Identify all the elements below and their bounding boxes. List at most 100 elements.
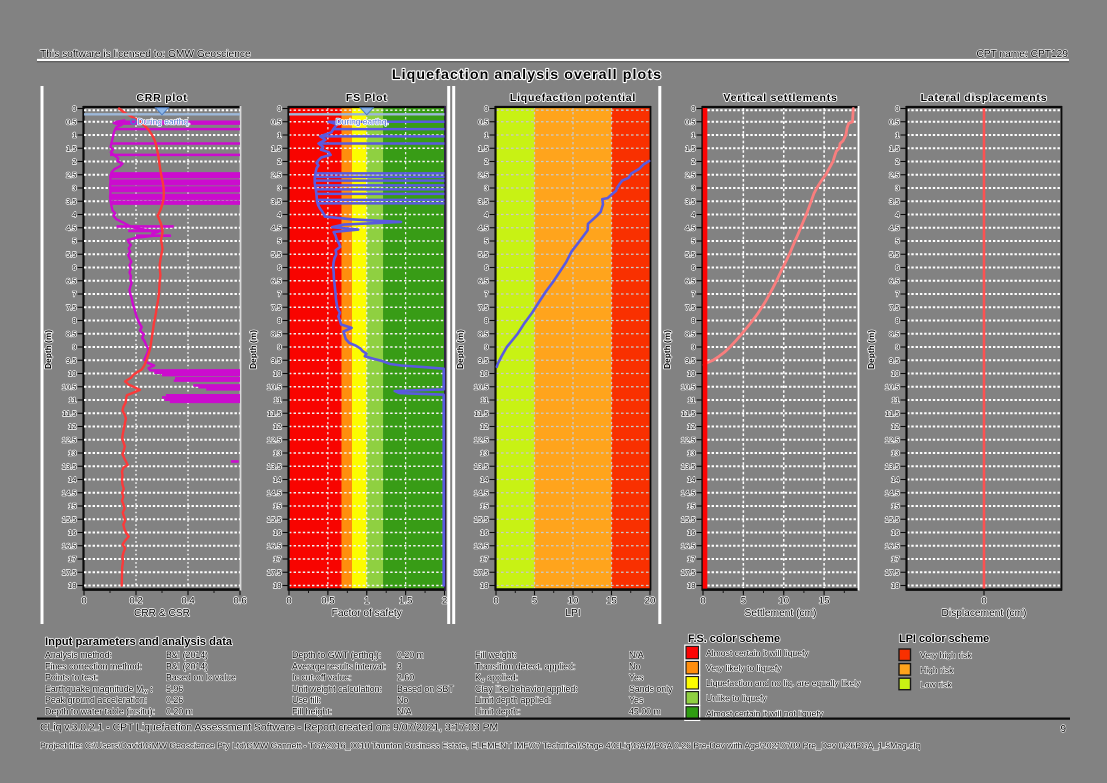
svg-text:CPT name: CPT129: CPT name: CPT129 (976, 49, 1068, 60)
svg-text:10.5: 10.5 (681, 382, 696, 391)
svg-text:0: 0 (895, 104, 899, 113)
svg-text:3.5: 3.5 (478, 197, 489, 206)
svg-text:12.5: 12.5 (681, 435, 696, 444)
svg-text:13: 13 (68, 449, 76, 458)
svg-text:3.5: 3.5 (271, 197, 282, 206)
svg-text:Almost certain it will not liq: Almost certain it will not liquefy (706, 708, 824, 718)
svg-text:Earthquake magnitude Mw :: Earthquake magnitude Mw : (45, 684, 153, 696)
svg-text:8.5: 8.5 (66, 329, 77, 338)
svg-text:16.5: 16.5 (681, 541, 696, 550)
svg-text:Settlement (cm): Settlement (cm) (745, 608, 817, 619)
svg-text:Depth (m): Depth (m) (866, 330, 876, 369)
svg-text:8: 8 (691, 316, 695, 325)
svg-text:5.5: 5.5 (478, 250, 489, 259)
svg-text:0: 0 (286, 596, 291, 607)
svg-text:5.96: 5.96 (166, 684, 183, 694)
svg-text:3.5: 3.5 (889, 197, 900, 206)
svg-text:15: 15 (606, 596, 617, 607)
svg-text:2.5: 2.5 (478, 170, 489, 179)
svg-text:13.5: 13.5 (885, 462, 900, 471)
svg-text:11: 11 (481, 396, 489, 405)
svg-text:Fines correction method:: Fines correction method: (45, 661, 142, 671)
svg-text:9.5: 9.5 (271, 356, 282, 365)
svg-text:Depth to GWT (erthq.):: Depth to GWT (erthq.): (292, 650, 381, 660)
svg-text:16.5: 16.5 (681, 541, 696, 550)
svg-text:10.5: 10.5 (62, 382, 77, 391)
svg-text:3: 3 (895, 184, 899, 193)
svg-text:Depth (m): Depth (m) (866, 330, 876, 369)
svg-text:8.5: 8.5 (66, 329, 77, 338)
svg-text:9: 9 (484, 343, 488, 352)
svg-text:During earthq.: During earthq. (336, 117, 389, 127)
svg-text:During earthq.: During earthq. (336, 117, 389, 127)
svg-text:12: 12 (687, 422, 695, 431)
svg-text:7.5: 7.5 (271, 303, 282, 312)
svg-text:8.5: 8.5 (478, 329, 489, 338)
svg-text:20: 20 (645, 596, 656, 607)
svg-text:Ic cut-off value:: Ic cut-off value: (292, 673, 352, 683)
svg-text:Sands only: Sands only (629, 684, 673, 694)
svg-text:9: 9 (895, 343, 899, 352)
svg-text:12.5: 12.5 (62, 435, 77, 444)
svg-text:3.5: 3.5 (685, 197, 696, 206)
svg-text:Sands only: Sands only (629, 684, 673, 694)
svg-text:10: 10 (687, 369, 695, 378)
svg-text:7.5: 7.5 (478, 303, 489, 312)
svg-text:18: 18 (687, 581, 695, 590)
svg-text:Almost certain it will not liq: Almost certain it will not liquefy (706, 708, 824, 718)
svg-text:0: 0 (691, 104, 695, 113)
svg-text:Kσ applied:: Kσ applied: (475, 673, 518, 685)
svg-text:18: 18 (480, 581, 488, 590)
svg-text:13.5: 13.5 (62, 462, 77, 471)
svg-text:2: 2 (442, 596, 447, 607)
svg-text:17: 17 (273, 555, 281, 564)
svg-text:CLiq v.3.0.2.1 - CPT Liquefact: CLiq v.3.0.2.1 - CPT Liquefaction Assess… (40, 723, 498, 734)
svg-text:0: 0 (493, 596, 498, 607)
svg-text:0.5: 0.5 (889, 117, 900, 126)
svg-text:0.5: 0.5 (271, 117, 282, 126)
svg-text:17: 17 (273, 555, 281, 564)
svg-text:11: 11 (274, 396, 282, 405)
svg-text:4.5: 4.5 (478, 223, 489, 232)
svg-text:2: 2 (484, 157, 488, 166)
svg-text:13.5: 13.5 (474, 462, 489, 471)
svg-text:7: 7 (72, 290, 76, 299)
svg-text:1.5: 1.5 (685, 144, 696, 153)
svg-text:10.5: 10.5 (267, 382, 282, 391)
svg-text:14.5: 14.5 (885, 488, 900, 497)
svg-text:CRR plot: CRR plot (136, 92, 187, 104)
svg-text:14: 14 (687, 475, 695, 484)
svg-text:Based on Ic value: Based on Ic value (166, 673, 236, 683)
svg-text:2: 2 (442, 596, 447, 607)
svg-text:Kσ applied:: Kσ applied: (475, 673, 518, 685)
svg-text:18: 18 (891, 581, 899, 590)
svg-text:9: 9 (895, 343, 899, 352)
svg-text:1.5: 1.5 (66, 144, 77, 153)
svg-text:1: 1 (277, 131, 281, 140)
svg-text:Factor of safety: Factor of safety (332, 608, 403, 619)
svg-text:4: 4 (72, 210, 76, 219)
svg-text:Peak ground acceleration:: Peak ground acceleration: (45, 695, 147, 705)
svg-text:7.5: 7.5 (889, 303, 900, 312)
svg-text:14: 14 (687, 475, 695, 484)
svg-text:10: 10 (891, 369, 899, 378)
svg-text:14.5: 14.5 (474, 488, 489, 497)
svg-text:0.2: 0.2 (129, 596, 142, 607)
svg-text:Use fill:: Use fill: (292, 695, 321, 705)
svg-text:7: 7 (72, 290, 76, 299)
svg-text:FS Plot: FS Plot (346, 92, 388, 104)
svg-text:2.5: 2.5 (271, 170, 282, 179)
svg-text:Yes: Yes (629, 695, 644, 705)
svg-text:Depth to water table (insitu):: Depth to water table (insitu): (45, 707, 155, 717)
svg-text:45.00 m: 45.00 m (629, 707, 661, 717)
svg-text:8: 8 (691, 316, 695, 325)
svg-text:0: 0 (895, 104, 899, 113)
svg-text:17: 17 (68, 555, 76, 564)
svg-text:10: 10 (568, 596, 579, 607)
svg-text:13: 13 (687, 449, 695, 458)
svg-text:4: 4 (895, 210, 899, 219)
svg-text:16.5: 16.5 (62, 541, 77, 550)
svg-text:6: 6 (895, 263, 899, 272)
svg-text:Almost certain it will liquefy: Almost certain it will liquefy (706, 648, 809, 658)
svg-text:6: 6 (277, 263, 281, 272)
